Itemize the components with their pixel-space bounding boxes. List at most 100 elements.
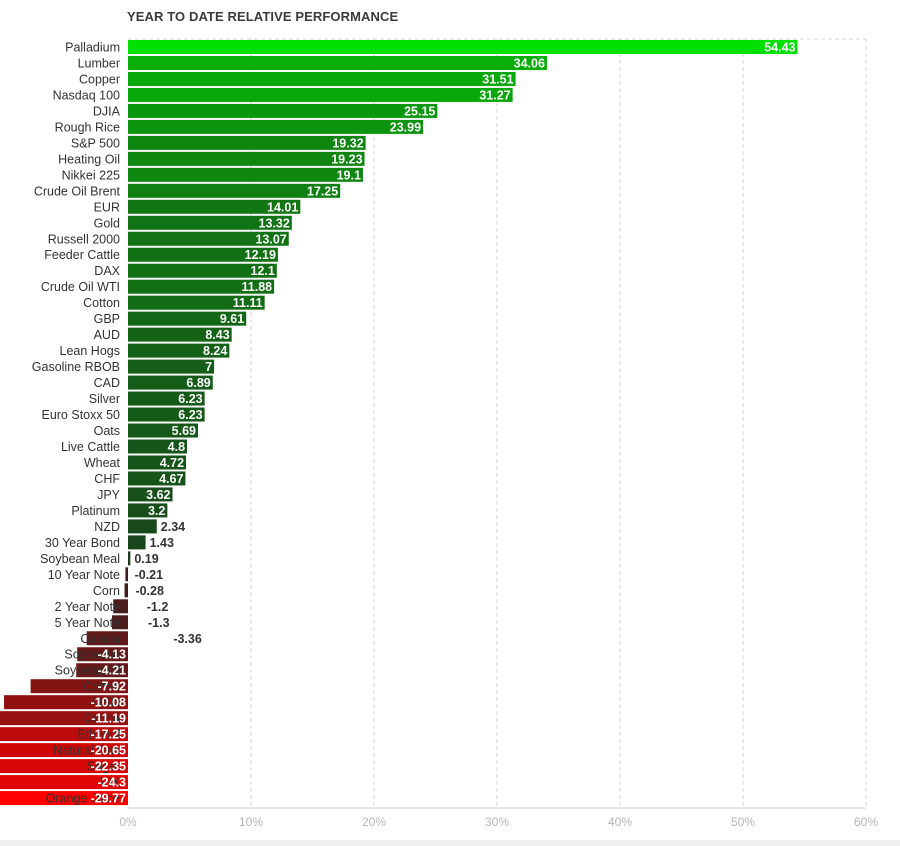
value-label: 9.61 <box>220 312 244 326</box>
category-label: Cocoa <box>84 712 120 726</box>
value-label: -7.92 <box>98 680 127 694</box>
bar <box>128 503 168 518</box>
category-label: Canola <box>80 632 120 646</box>
category-label: EUR <box>94 200 120 214</box>
bar <box>128 103 438 118</box>
bar <box>113 599 128 614</box>
category-label: Soybean oil <box>55 664 120 678</box>
bar <box>128 343 230 358</box>
bar <box>128 535 146 550</box>
value-label: 13.07 <box>255 232 286 246</box>
value-label: -24.3 <box>98 776 127 790</box>
category-label: Crude Oil Brent <box>34 184 121 198</box>
bar <box>128 247 278 262</box>
category-label: Nasdaq 100 <box>53 88 120 102</box>
value-label: -3.36 <box>173 632 202 646</box>
x-tick-label: 10% <box>239 815 263 829</box>
value-label: 12.19 <box>245 248 276 262</box>
value-label: 34.06 <box>514 56 545 70</box>
category-label: DAX <box>94 264 120 278</box>
bar <box>128 199 301 214</box>
bar <box>128 375 213 390</box>
value-label: -4.21 <box>98 664 127 678</box>
bar <box>128 359 215 374</box>
value-label: 4.67 <box>159 472 183 486</box>
category-label: Soybean Meal <box>40 552 120 566</box>
bar <box>128 295 265 310</box>
category-label: CAD <box>94 376 120 390</box>
bars <box>0 40 798 806</box>
bar <box>128 423 198 438</box>
bar <box>128 551 131 566</box>
bar <box>128 135 366 150</box>
bar <box>76 663 128 678</box>
category-label: Oats <box>94 424 120 438</box>
category-label: 30 Year Bond <box>45 536 120 550</box>
category-label: Sugar <box>87 760 120 774</box>
category-label: Palladium <box>65 41 120 55</box>
value-label: 11.88 <box>242 280 273 294</box>
category-label: JPY <box>97 488 121 502</box>
value-label: -22.35 <box>91 760 126 774</box>
value-label: 31.27 <box>479 88 510 102</box>
bar <box>77 647 128 662</box>
value-label: 2.34 <box>161 520 185 534</box>
x-tick-label: 50% <box>731 815 755 829</box>
category-label: Wheat <box>84 456 121 470</box>
x-tick-label: 30% <box>485 815 509 829</box>
category-label: Ethanol <box>78 728 120 742</box>
category-label: Natural Gas <box>53 744 120 758</box>
value-label: 25.15 <box>404 104 435 118</box>
value-label: 3.62 <box>146 488 170 502</box>
value-label: 54.43 <box>764 41 795 55</box>
value-label: 31.51 <box>482 72 513 86</box>
bar <box>128 40 798 54</box>
category-label: Rough Rice <box>55 120 120 134</box>
value-label: 8.43 <box>205 328 229 342</box>
value-label: 0.19 <box>134 552 158 566</box>
bar <box>128 391 205 406</box>
bar <box>128 87 513 102</box>
value-label: 12.1 <box>250 264 274 278</box>
category-label: NZD <box>94 520 120 534</box>
bar <box>128 487 173 502</box>
category-label: Cotton <box>83 296 120 310</box>
category-label: Feeder Cattle <box>44 248 120 262</box>
category-label: Gasoline RBOB <box>32 360 120 374</box>
category-label: Russell 2000 <box>48 232 120 246</box>
value-label: -1.3 <box>148 616 170 630</box>
bar <box>128 167 363 182</box>
category-label: VIX <box>100 776 121 790</box>
value-label: 7 <box>205 360 212 374</box>
category-label: Soybeans <box>64 648 120 662</box>
category-label: Nikkei 225 <box>62 168 120 182</box>
category-label: Euro Stoxx 50 <box>41 408 120 422</box>
bar <box>128 151 365 166</box>
category-label: Live Cattle <box>61 440 120 454</box>
value-label: -4.13 <box>98 648 127 662</box>
value-label: -20.65 <box>91 744 126 758</box>
category-label: Copper <box>79 72 120 86</box>
value-label: 6.23 <box>178 408 202 422</box>
x-tick-labels: 0% 10% 20% 30% 40% 50% 60% <box>119 815 878 829</box>
category-label: Heating Oil <box>58 152 120 166</box>
category-label: Silver <box>89 392 120 406</box>
bar <box>0 759 128 774</box>
value-label: 11.11 <box>233 296 263 310</box>
category-label: Lean Hogs <box>60 344 120 358</box>
bar <box>0 775 129 790</box>
x-tick-label: 60% <box>854 815 878 829</box>
bar <box>128 215 292 230</box>
value-label: 4.72 <box>160 456 184 470</box>
category-label: Gold <box>94 216 120 230</box>
category-label: 2 Year Note <box>55 600 120 614</box>
bar <box>86 631 128 646</box>
value-label: 4.8 <box>168 440 185 454</box>
x-tick-label: 40% <box>608 815 632 829</box>
bar <box>128 263 277 278</box>
bar <box>30 679 128 694</box>
value-label: 8.24 <box>203 344 227 358</box>
value-label: 17.25 <box>307 184 338 198</box>
